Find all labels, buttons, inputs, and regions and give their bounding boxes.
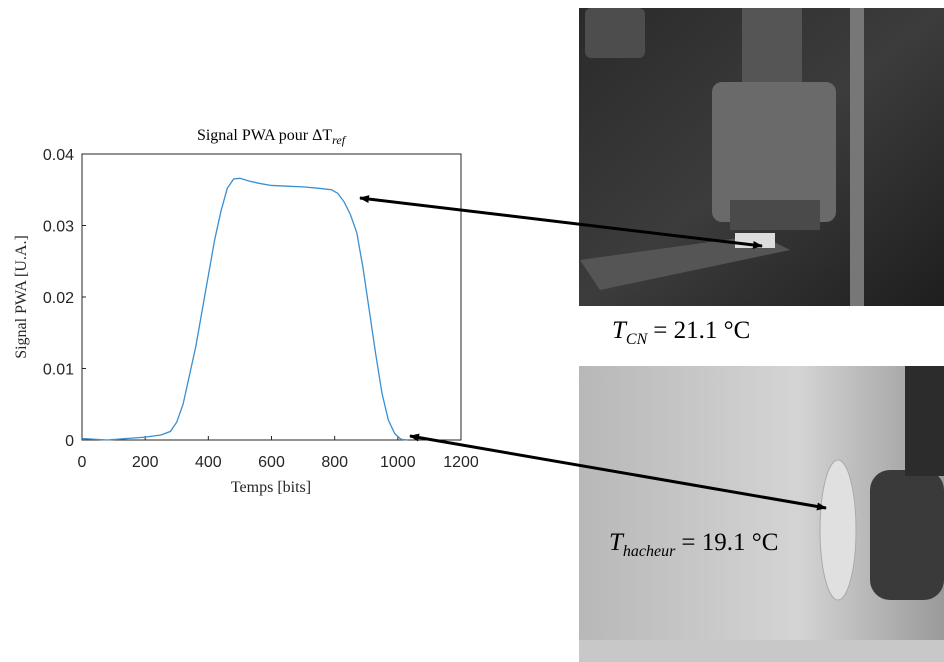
y-axis-label: Signal PWA [U.A.] bbox=[13, 235, 30, 359]
y-tick-label: 0 bbox=[65, 433, 74, 450]
annotation-subscript: CN bbox=[626, 331, 649, 348]
data-line bbox=[81, 177, 408, 441]
photo-top bbox=[579, 8, 944, 306]
arrow bbox=[359, 195, 763, 249]
title-subscript: ref bbox=[332, 133, 347, 147]
x-tick-label: 600 bbox=[258, 454, 285, 471]
annotation-subscript: hacheur bbox=[623, 543, 676, 560]
x-tick-label: 1200 bbox=[443, 454, 479, 471]
x-tick-label: 1000 bbox=[380, 454, 416, 471]
annotation: Thacheur = 19.1 °C bbox=[609, 529, 778, 560]
x-tick-label: 0 bbox=[78, 454, 87, 471]
annotation-symbol: T bbox=[612, 317, 628, 344]
annotation-symbol: T bbox=[609, 529, 625, 556]
x-tick-label: 200 bbox=[132, 454, 159, 471]
x-tick-label: 400 bbox=[195, 454, 222, 471]
y-tick-label: 0.03 bbox=[43, 219, 74, 236]
annotation-text: = 19.1 °C bbox=[681, 529, 778, 556]
annotation: TCN = 21.1 °C bbox=[612, 317, 750, 348]
x-axis-label: Temps [bits] bbox=[231, 479, 311, 496]
photo-bottom bbox=[579, 366, 944, 662]
annotation-text: = 21.1 °C bbox=[653, 317, 750, 344]
y-tick-label: 0.04 bbox=[43, 147, 74, 164]
x-tick-label: 800 bbox=[321, 454, 348, 471]
chart-title: Signal PWA pour ΔTref bbox=[197, 127, 347, 147]
arrow bbox=[409, 433, 827, 511]
title-main: Signal PWA pour ΔT bbox=[197, 127, 332, 144]
y-tick-label: 0.02 bbox=[43, 290, 74, 307]
y-tick-label: 0.01 bbox=[43, 362, 74, 379]
plot bbox=[81, 153, 462, 441]
